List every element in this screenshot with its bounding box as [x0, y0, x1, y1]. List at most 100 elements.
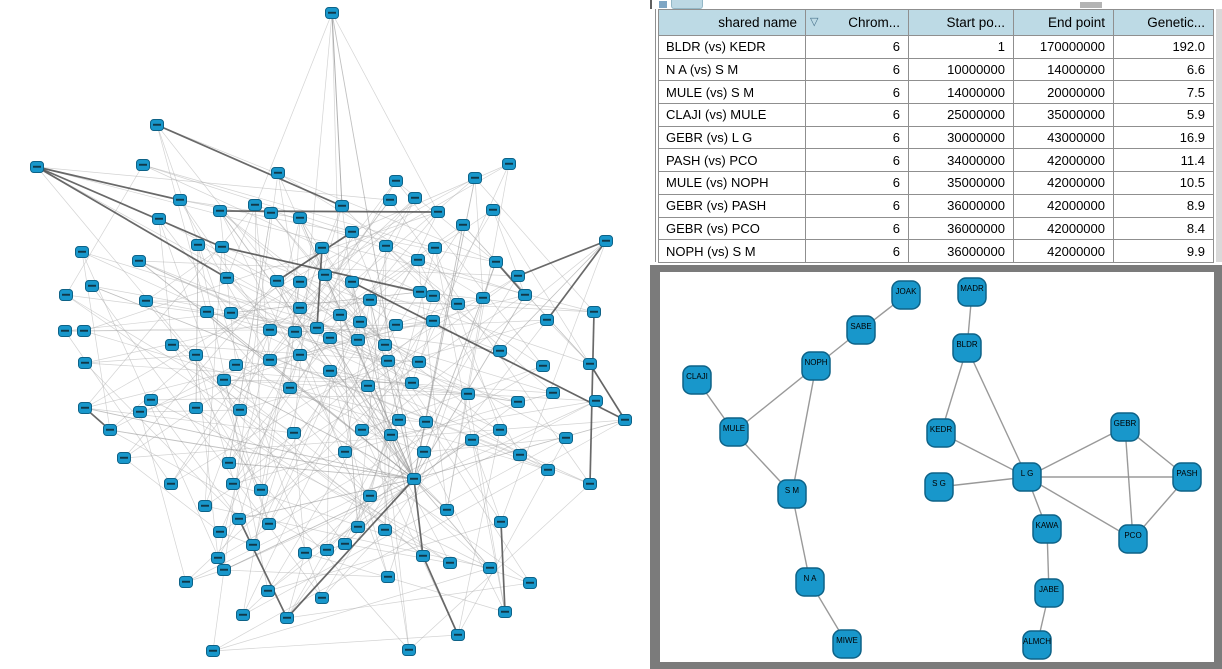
- overview-node-89[interactable]: [211, 552, 225, 564]
- overview-node-111[interactable]: [355, 424, 369, 436]
- overview-node-37[interactable]: [511, 270, 525, 282]
- network-node-PCO[interactable]: PCO: [1118, 524, 1148, 554]
- overview-node-27[interactable]: [383, 194, 397, 206]
- overview-node-12[interactable]: [132, 255, 146, 267]
- cell-shared-name[interactable]: BLDR (vs) KEDR: [658, 35, 806, 59]
- overview-node-106[interactable]: [546, 387, 560, 399]
- overview-node-26[interactable]: [335, 200, 349, 212]
- overview-node-98[interactable]: [412, 356, 426, 368]
- overview-node-35[interactable]: [411, 254, 425, 266]
- cell-value[interactable]: 34000000: [908, 148, 1014, 173]
- table-row-5[interactable]: PASH (vs) PCO 6 34000000 42000000 11.4: [658, 148, 1214, 173]
- cell-shared-name[interactable]: PASH (vs) PCO: [658, 148, 806, 173]
- overview-node-40[interactable]: [451, 298, 465, 310]
- overview-node-86[interactable]: [213, 526, 227, 538]
- overview-node-114[interactable]: [465, 434, 479, 446]
- overview-node-60[interactable]: [323, 332, 337, 344]
- overview-node-73[interactable]: [283, 382, 297, 394]
- overview-node-6[interactable]: [213, 205, 227, 217]
- overview-node-28[interactable]: [408, 192, 422, 204]
- cell-value[interactable]: 192.0: [1113, 35, 1214, 59]
- overview-node-10[interactable]: [215, 241, 229, 253]
- overview-node-94[interactable]: [236, 609, 250, 621]
- cell-value[interactable]: 11.4: [1113, 148, 1214, 173]
- network-node-MADR[interactable]: MADR: [957, 277, 987, 307]
- overview-node-91[interactable]: [179, 576, 193, 588]
- overview-node-49[interactable]: [315, 242, 329, 254]
- filter-icon[interactable]: ▽: [810, 16, 819, 28]
- overview-node-21[interactable]: [58, 325, 72, 337]
- overview-node-42[interactable]: [518, 289, 532, 301]
- overview-node-46[interactable]: [540, 314, 554, 326]
- cell-value[interactable]: 5.9: [1113, 103, 1214, 127]
- network-node-PASH[interactable]: PASH: [1172, 462, 1202, 492]
- overview-node-3[interactable]: [136, 159, 150, 171]
- overview-node-68[interactable]: [133, 406, 147, 418]
- overview-node-36[interactable]: [489, 256, 503, 268]
- overview-node-101[interactable]: [583, 358, 597, 370]
- overview-node-130[interactable]: [451, 629, 465, 641]
- cell-value[interactable]: 42000000: [1013, 148, 1114, 173]
- overview-node-126[interactable]: [483, 562, 497, 574]
- overview-node-19[interactable]: [224, 307, 238, 319]
- cell-value[interactable]: 6: [805, 125, 909, 150]
- overview-node-102[interactable]: [361, 380, 375, 392]
- overview-node-22[interactable]: [77, 325, 91, 337]
- overview-node-123[interactable]: [378, 524, 392, 536]
- overview-node-16[interactable]: [59, 289, 73, 301]
- overview-node-14[interactable]: [270, 275, 284, 287]
- network-node-SG[interactable]: S G: [924, 472, 954, 502]
- overview-node-113[interactable]: [493, 424, 507, 436]
- cell-value[interactable]: 7.5: [1113, 80, 1214, 105]
- overview-node-41[interactable]: [476, 292, 490, 304]
- cell-shared-name[interactable]: N A (vs) S M: [658, 57, 806, 82]
- overview-node-87[interactable]: [246, 539, 260, 551]
- cell-shared-name[interactable]: MULE (vs) S M: [658, 80, 806, 105]
- table-row-7[interactable]: GEBR (vs) PASH 6 36000000 42000000 8.9: [658, 193, 1214, 218]
- overview-node-7[interactable]: [264, 207, 278, 219]
- overview-node-92[interactable]: [261, 585, 275, 597]
- overview-node-32[interactable]: [599, 235, 613, 247]
- overview-node-52[interactable]: [318, 269, 332, 281]
- overview-node-39[interactable]: [426, 290, 440, 302]
- overview-node-59[interactable]: [288, 326, 302, 338]
- table-row-0[interactable]: BLDR (vs) KEDR 6 1 170000000 192.0: [658, 35, 1214, 59]
- network-node-GEBR[interactable]: GEBR: [1110, 412, 1140, 442]
- cell-value[interactable]: 25000000: [908, 103, 1014, 127]
- overview-node-13[interactable]: [220, 272, 234, 284]
- cell-value[interactable]: 14000000: [1013, 57, 1114, 82]
- table-row-9[interactable]: NOPH (vs) S M 6 36000000 42000000 9.9: [658, 239, 1214, 263]
- overview-network-canvas[interactable]: [0, 0, 652, 669]
- overview-node-75[interactable]: [233, 404, 247, 416]
- overview-node-58[interactable]: [263, 324, 277, 336]
- overview-node-54[interactable]: [363, 294, 377, 306]
- overview-node-23[interactable]: [389, 175, 403, 187]
- overview-node-30[interactable]: [456, 219, 470, 231]
- column-header-start-point[interactable]: Start po...: [908, 9, 1014, 36]
- cell-value[interactable]: 1: [908, 35, 1014, 59]
- overview-node-78[interactable]: [222, 457, 236, 469]
- overview-node-95[interactable]: [206, 645, 220, 657]
- overview-node-20[interactable]: [310, 322, 324, 334]
- overview-node-8[interactable]: [152, 213, 166, 225]
- network-node-MIWE[interactable]: MIWE: [832, 629, 862, 659]
- overview-node-66[interactable]: [78, 402, 92, 414]
- overview-node-56[interactable]: [353, 316, 367, 328]
- overview-node-105[interactable]: [511, 396, 525, 408]
- cell-value[interactable]: 6: [805, 35, 909, 59]
- cell-value[interactable]: 6: [805, 239, 909, 263]
- cell-value[interactable]: 8.9: [1113, 193, 1214, 218]
- overview-node-31[interactable]: [486, 204, 500, 216]
- cell-value[interactable]: 20000000: [1013, 80, 1114, 105]
- overview-node-135[interactable]: [559, 432, 573, 444]
- overview-node-117[interactable]: [407, 473, 421, 485]
- network-node-MULE[interactable]: MULE: [719, 417, 749, 447]
- overview-node-116[interactable]: [417, 446, 431, 458]
- overview-node-80[interactable]: [164, 478, 178, 490]
- network-node-SM[interactable]: S M: [777, 479, 807, 509]
- cell-value[interactable]: 6: [805, 57, 909, 82]
- cell-value[interactable]: 43000000: [1013, 125, 1114, 150]
- network-node-CLAJI[interactable]: CLAJI: [682, 365, 712, 395]
- overview-node-9[interactable]: [191, 239, 205, 251]
- overview-node-18[interactable]: [200, 306, 214, 318]
